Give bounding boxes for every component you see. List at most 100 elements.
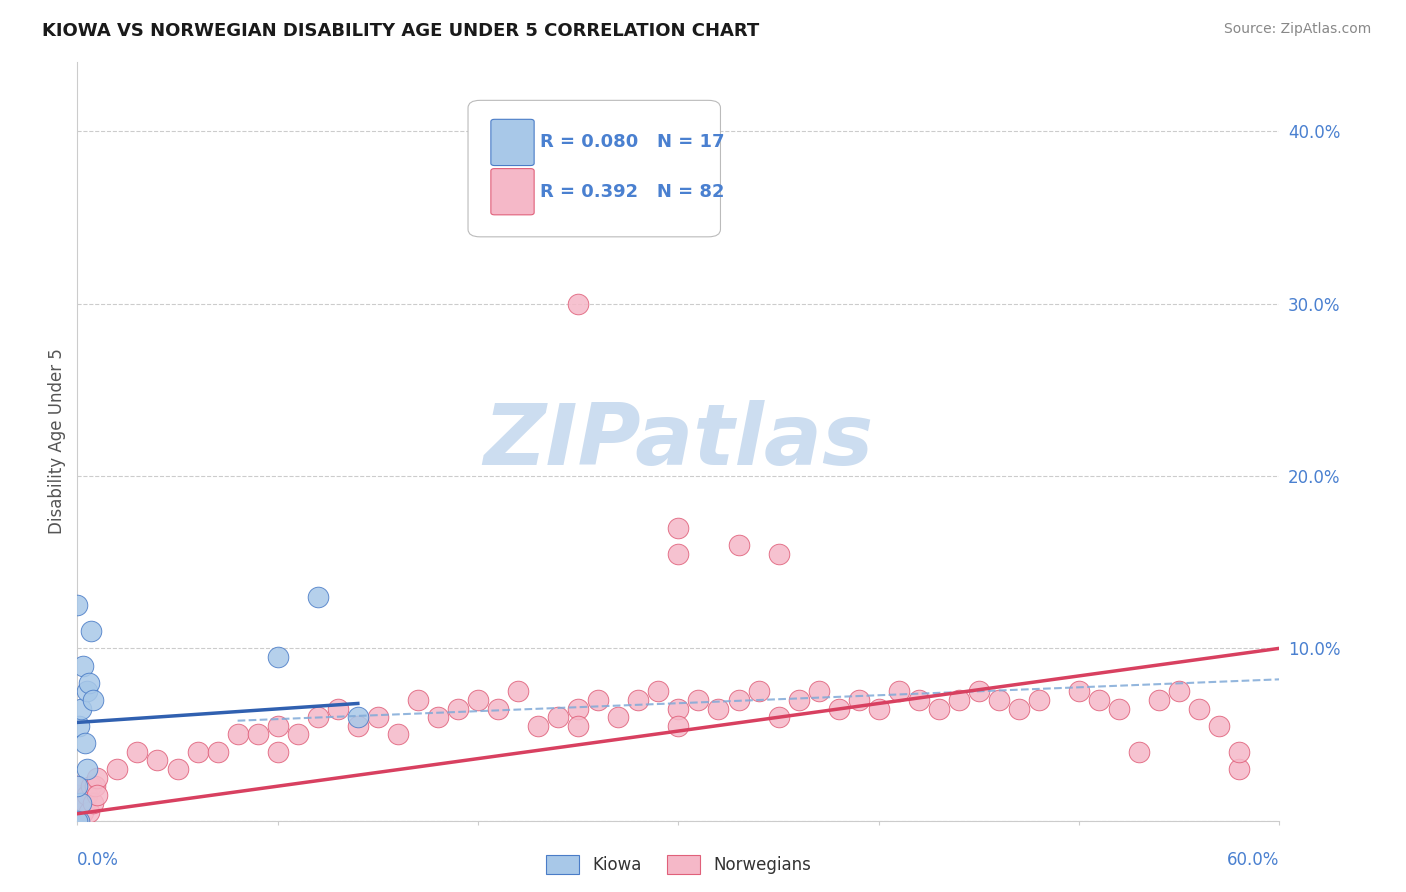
Point [908, 693, 931, 707]
Point [768, 710, 790, 724]
Point [387, 727, 409, 741]
Point [567, 701, 589, 715]
Point [748, 684, 770, 698]
FancyBboxPatch shape [491, 169, 534, 215]
Point [66, 805, 89, 819]
Point [688, 693, 710, 707]
Point [226, 727, 249, 741]
Legend: Kiowa, Norwegians: Kiowa, Norwegians [538, 848, 818, 880]
Point [67, 814, 90, 828]
Point [267, 719, 290, 733]
Point [1188, 701, 1211, 715]
Point [508, 684, 530, 698]
Point [80, 779, 103, 793]
Point [80, 624, 103, 639]
Point [868, 701, 890, 715]
Text: R = 0.392   N = 82: R = 0.392 N = 82 [540, 183, 724, 201]
Point [988, 693, 1011, 707]
Point [82, 693, 104, 707]
Point [607, 710, 630, 724]
Point [72, 805, 94, 819]
Point [66, 779, 89, 793]
Point [127, 745, 149, 759]
Point [1069, 684, 1091, 698]
Text: ZIPatlas: ZIPatlas [484, 400, 873, 483]
Point [1008, 701, 1031, 715]
Point [79, 675, 101, 690]
Point [1149, 693, 1171, 707]
Point [76, 788, 98, 802]
Point [67, 719, 90, 733]
Point [567, 719, 589, 733]
Point [848, 693, 870, 707]
Point [246, 727, 269, 741]
Text: Source: ZipAtlas.com: Source: ZipAtlas.com [1223, 22, 1371, 37]
Point [82, 797, 104, 811]
Point [66, 814, 89, 828]
Point [66, 599, 89, 613]
Point [527, 719, 550, 733]
Point [1088, 693, 1111, 707]
Point [547, 710, 569, 724]
Point [668, 701, 690, 715]
Point [287, 727, 309, 741]
Point [67, 814, 90, 828]
Point [948, 693, 970, 707]
Point [588, 693, 610, 707]
Point [768, 547, 790, 561]
Point [668, 547, 690, 561]
Point [1229, 762, 1251, 776]
Point [70, 797, 93, 811]
Text: 0.0%: 0.0% [77, 851, 120, 869]
Point [66, 814, 89, 828]
Point [347, 719, 370, 733]
Y-axis label: Disability Age Under 5: Disability Age Under 5 [48, 349, 66, 534]
Point [66, 797, 89, 811]
Point [307, 590, 329, 604]
Point [76, 684, 98, 698]
Text: 60.0%: 60.0% [1227, 851, 1279, 869]
Point [76, 762, 98, 776]
Point [1168, 684, 1191, 698]
Point [326, 701, 349, 715]
Text: R = 0.080   N = 17: R = 0.080 N = 17 [540, 134, 724, 152]
Point [66, 779, 89, 793]
Point [267, 649, 290, 664]
Point [70, 701, 93, 715]
Point [787, 693, 810, 707]
Point [166, 762, 188, 776]
Point [727, 538, 749, 552]
Point [627, 693, 650, 707]
Point [84, 779, 107, 793]
Point [1229, 745, 1251, 759]
Point [567, 296, 589, 310]
Point [107, 762, 129, 776]
Point [467, 693, 489, 707]
Point [267, 745, 290, 759]
Point [75, 736, 97, 750]
Point [86, 788, 108, 802]
Point [67, 797, 90, 811]
Point [486, 701, 509, 715]
Point [146, 753, 169, 767]
Point [1208, 719, 1230, 733]
Point [1128, 745, 1150, 759]
Point [406, 693, 429, 707]
Point [928, 701, 950, 715]
Point [307, 710, 329, 724]
Point [828, 701, 851, 715]
Point [427, 710, 450, 724]
Point [727, 693, 749, 707]
Text: KIOWA VS NORWEGIAN DISABILITY AGE UNDER 5 CORRELATION CHART: KIOWA VS NORWEGIAN DISABILITY AGE UNDER … [42, 22, 759, 40]
Point [447, 701, 470, 715]
Point [207, 745, 229, 759]
Point [86, 771, 108, 785]
Point [668, 719, 690, 733]
Point [668, 521, 690, 535]
Point [66, 788, 89, 802]
Point [1028, 693, 1050, 707]
Point [70, 797, 93, 811]
Point [79, 805, 101, 819]
Point [647, 684, 669, 698]
Point [1108, 701, 1130, 715]
